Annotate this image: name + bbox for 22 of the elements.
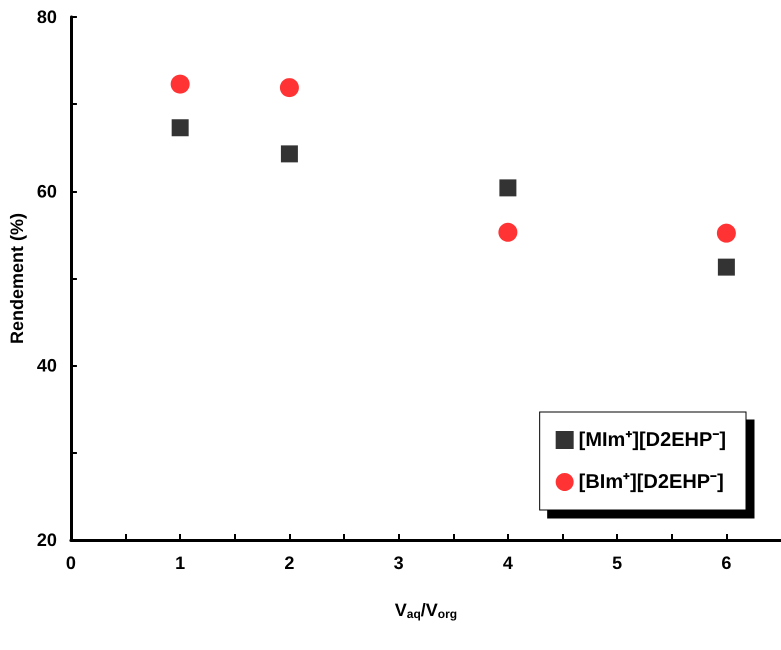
y-tick-label: 80 xyxy=(36,7,57,27)
x-tick-label: 5 xyxy=(612,553,622,573)
point xyxy=(499,179,516,196)
x-tick-label: 6 xyxy=(721,553,732,573)
y-tick-label: 20 xyxy=(36,530,57,550)
y-tick-label: 40 xyxy=(36,356,57,376)
x-tick-label: 4 xyxy=(502,553,513,573)
x-tick-label: 0 xyxy=(66,553,76,573)
x-tick-label: 3 xyxy=(394,553,404,573)
y-axis-title: Rendement (%) xyxy=(7,212,27,344)
point xyxy=(170,74,190,94)
legend-label: [MIm⁺][D2EHP⁻] xyxy=(578,429,726,451)
point xyxy=(280,145,298,162)
legend-label: [BIm⁺][D2EHP⁻] xyxy=(578,471,724,493)
x-tick-label: 2 xyxy=(284,553,294,573)
y-tick-label: 60 xyxy=(36,181,57,202)
x-tick-label: 1 xyxy=(175,553,186,573)
point xyxy=(172,119,189,136)
point xyxy=(718,258,735,276)
point xyxy=(498,222,518,242)
point xyxy=(280,78,299,98)
point xyxy=(716,224,736,243)
